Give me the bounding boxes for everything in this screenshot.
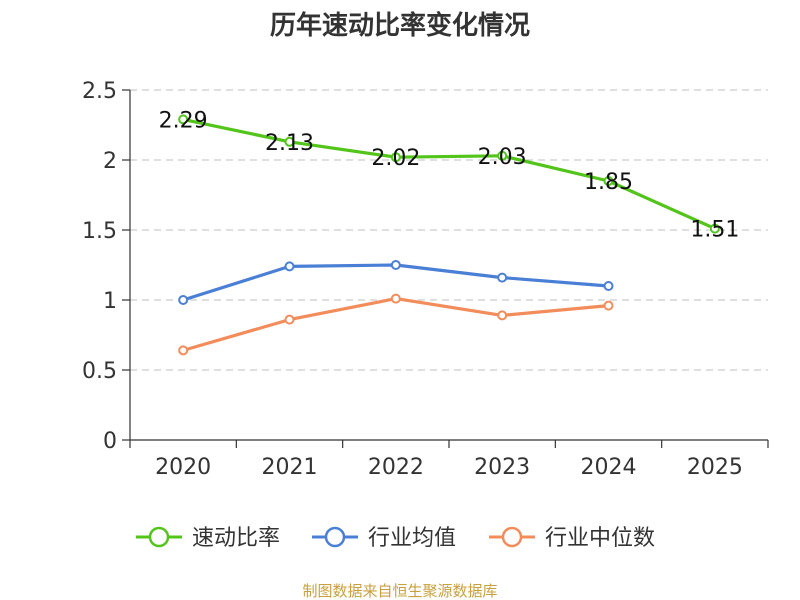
series-group: [178, 114, 720, 356]
data-point: [284, 136, 295, 147]
legend-item[interactable]: 行业中位数: [489, 526, 655, 551]
series-line: [181, 117, 717, 231]
data-point: [178, 345, 189, 356]
data-point: [603, 176, 614, 186]
chart-title: 历年速动比率变化情况: [270, 10, 530, 41]
legend-item[interactable]: 行业均值: [312, 526, 456, 551]
y-tick-label: 1: [103, 289, 117, 314]
y-tick-label: 2.5: [82, 79, 117, 104]
x-tick-label: 2023: [474, 455, 530, 480]
x-tick-label: 2022: [368, 455, 424, 480]
data-point: [603, 300, 614, 311]
legend-label: 行业均值: [368, 526, 456, 551]
data-point: [497, 272, 508, 283]
data-point: [709, 223, 720, 234]
legend-marker: [501, 526, 523, 548]
x-tick-label: 2020: [155, 455, 211, 480]
data-label: 2.03: [478, 145, 527, 170]
data-point: [390, 260, 401, 270]
data-point: [390, 293, 401, 304]
data-label: 1.51: [690, 218, 739, 243]
legend: 速动比率 行业均值 行业中位数: [136, 526, 655, 551]
legend-label: 速动比率: [192, 526, 280, 551]
source-note: 制图数据来自恒生聚源数据库: [302, 582, 497, 600]
data-point: [390, 152, 401, 163]
legend-marker: [148, 526, 170, 548]
data-point: [178, 295, 189, 305]
data-point: [497, 310, 508, 321]
data-point: [497, 150, 508, 161]
data-label: 1.85: [584, 170, 633, 195]
legend-marker: [324, 526, 346, 548]
grid: [130, 89, 768, 371]
y-tick-label: 0.5: [82, 359, 117, 384]
legend-label: 行业中位数: [545, 526, 655, 551]
data-labels: 2.29 2.13 2.02 2.03 1.85 1.51: [159, 108, 740, 242]
axes: 0 0.5 1 1.5 2 2.5 2020 2021 2022 2023 2024 2025: [82, 79, 769, 480]
data-point: [284, 314, 295, 325]
data-point: [178, 114, 189, 125]
legend-item[interactable]: 速动比率: [136, 526, 280, 551]
x-tick-label: 2024: [581, 455, 637, 480]
data-label: 2.02: [371, 146, 420, 171]
y-tick-label: 0: [103, 429, 117, 454]
y-tick-label: 1.5: [82, 219, 117, 244]
y-tick-label: 2: [103, 149, 117, 174]
data-label: 2.13: [265, 131, 314, 156]
x-tick-label: 2025: [687, 455, 743, 480]
data-label: 2.29: [159, 108, 208, 133]
series-line: [181, 297, 611, 352]
data-point: [284, 261, 295, 272]
data-point: [603, 281, 614, 291]
x-tick-label: 2021: [262, 455, 318, 480]
